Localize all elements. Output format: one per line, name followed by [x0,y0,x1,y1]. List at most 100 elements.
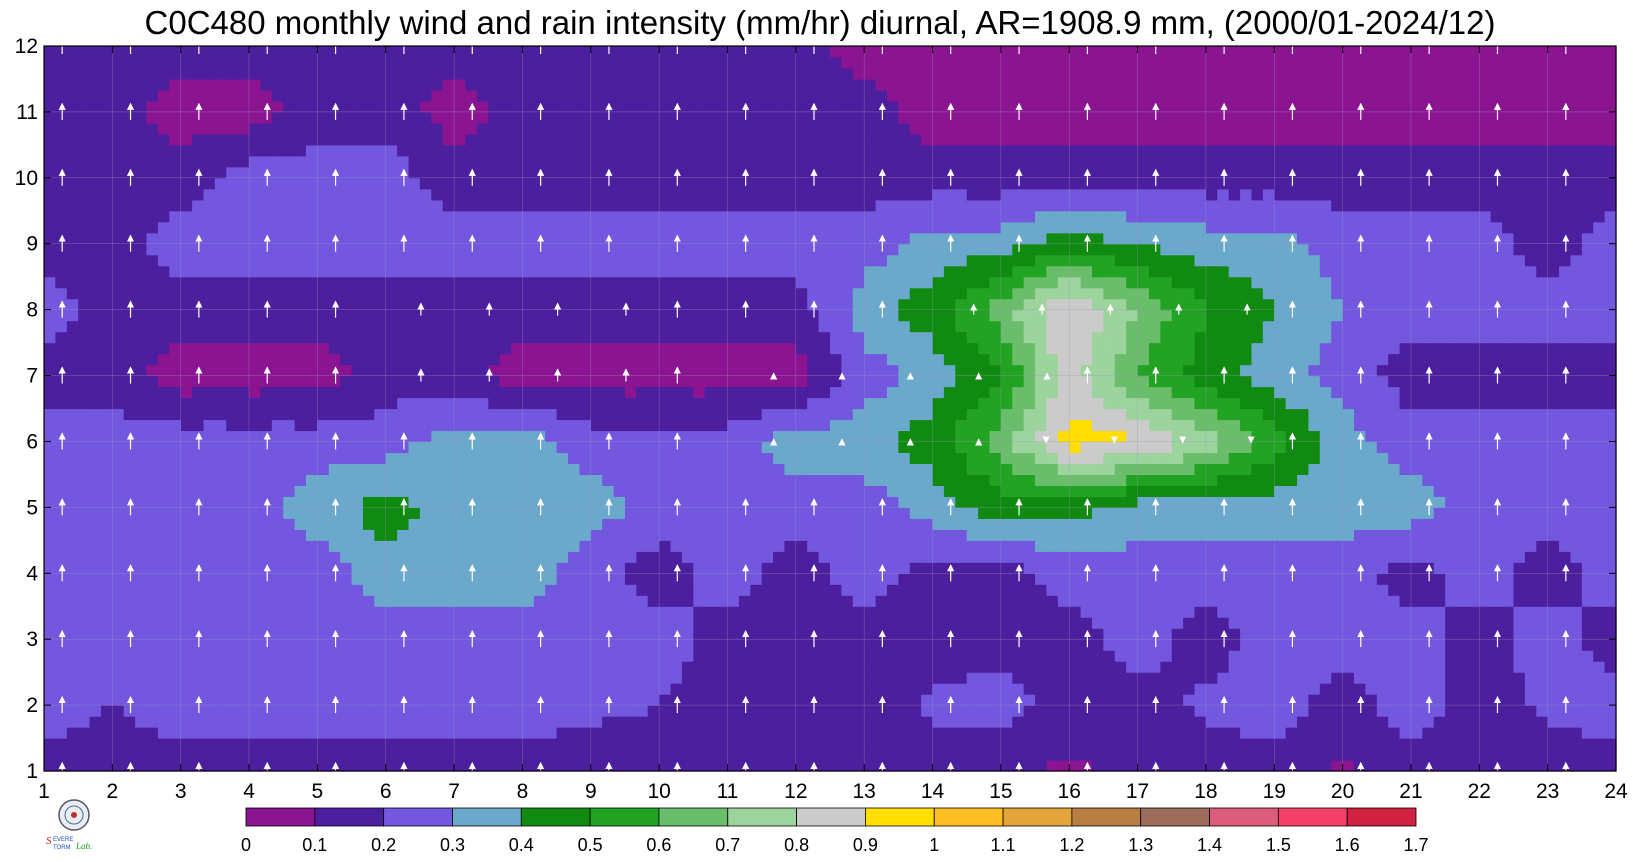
contour-cell [1000,529,1013,541]
contour-cell [1046,716,1059,728]
contour-cell [237,672,250,684]
contour-cell [1502,716,1515,728]
contour-cell [989,507,1002,519]
contour-cell [864,529,877,541]
contour-cell [1035,595,1048,607]
contour-cell [283,375,296,388]
contour-cell [249,463,262,475]
contour-cell [1365,584,1378,596]
contour-cell [1445,650,1458,662]
contour-cell [1559,430,1572,443]
contour-cell [875,474,888,486]
contour-cell [613,452,626,465]
contour-cell [556,551,569,563]
contour-cell [1536,562,1549,574]
contour-cell [44,452,56,465]
contour-cell [1433,518,1446,530]
contour-cell [1490,727,1503,739]
contour-cell [123,672,136,684]
contour-cell [374,650,387,662]
contour-cell [1410,672,1423,684]
contour-cell [704,397,717,410]
contour-cell [112,485,125,497]
contour-cell [431,683,444,695]
contour-cell [1456,661,1469,673]
contour-cell [613,430,626,443]
contour-cell [909,672,922,684]
contour-cell [1069,452,1082,465]
contour-cell [1513,628,1526,640]
contour-cell [476,650,489,662]
contour-cell [1490,617,1503,629]
contour-cell [1240,694,1253,706]
contour-cell [419,540,432,552]
contour-cell [807,672,820,684]
contour-cell [568,683,580,695]
contour-cell [1148,518,1161,530]
contour-cell [545,419,558,432]
contour-cell [249,540,262,552]
contour-cell [716,661,729,673]
contour-cell [1183,507,1196,519]
contour-cell [1274,738,1287,750]
contour-cell [1308,496,1321,508]
contour-cell [556,584,569,596]
contour-cell [306,749,318,761]
contour-cell [1137,606,1150,618]
contour-cell [1593,397,1606,410]
contour-cell [1365,705,1378,717]
contour-cell [374,661,387,673]
contour-cell [955,727,968,739]
contour-cell [317,386,330,399]
contour-cell [636,727,649,739]
contour-cell [1000,650,1013,662]
contour-cell [1365,551,1378,563]
contour-cell [192,463,205,475]
contour-cell [1376,386,1389,399]
contour-cell [1376,595,1389,607]
contour-cell [1057,694,1070,706]
contour-cell [192,738,205,750]
contour-cell [1342,716,1355,728]
contour-cell [1376,760,1389,772]
contour-cell [704,749,717,761]
contour-cell [1012,672,1025,684]
contour-cell [1456,375,1469,388]
contour-cell [841,463,854,475]
contour-cell [1319,397,1332,410]
contour-cell [1388,518,1401,530]
contour-cell [659,749,672,761]
contour-cell [1388,375,1401,388]
contour-cell [476,386,489,399]
contour-cell [624,441,637,454]
contour-cell [476,529,489,541]
contour-cell [1126,760,1139,772]
contour-cell [271,540,284,552]
contour-cell [716,650,729,662]
contour-cell [1057,584,1070,596]
contour-cell [123,441,136,454]
contour-cell [590,672,603,684]
contour-cell [727,617,740,629]
contour-cell [602,650,615,662]
contour-cell [613,386,626,399]
contour-cell [1433,595,1446,607]
contour-cell [1046,397,1059,410]
contour-cell [659,386,672,399]
contour-cell [590,716,603,728]
contour-cell [454,716,467,728]
contour-cell [647,518,660,530]
contour-cell [397,716,410,728]
contour-cell [1479,496,1492,508]
contour-cell [499,650,512,662]
contour-cell [966,562,979,574]
contour-cell [1319,474,1332,486]
contour-cell [442,738,455,750]
contour-cell [1490,639,1503,651]
contour-cell [78,518,91,530]
contour-cell [795,639,808,651]
contour-cell [647,595,660,607]
contour-cell [1479,507,1492,519]
contour-cell [761,386,774,399]
contour-cell [750,672,763,684]
